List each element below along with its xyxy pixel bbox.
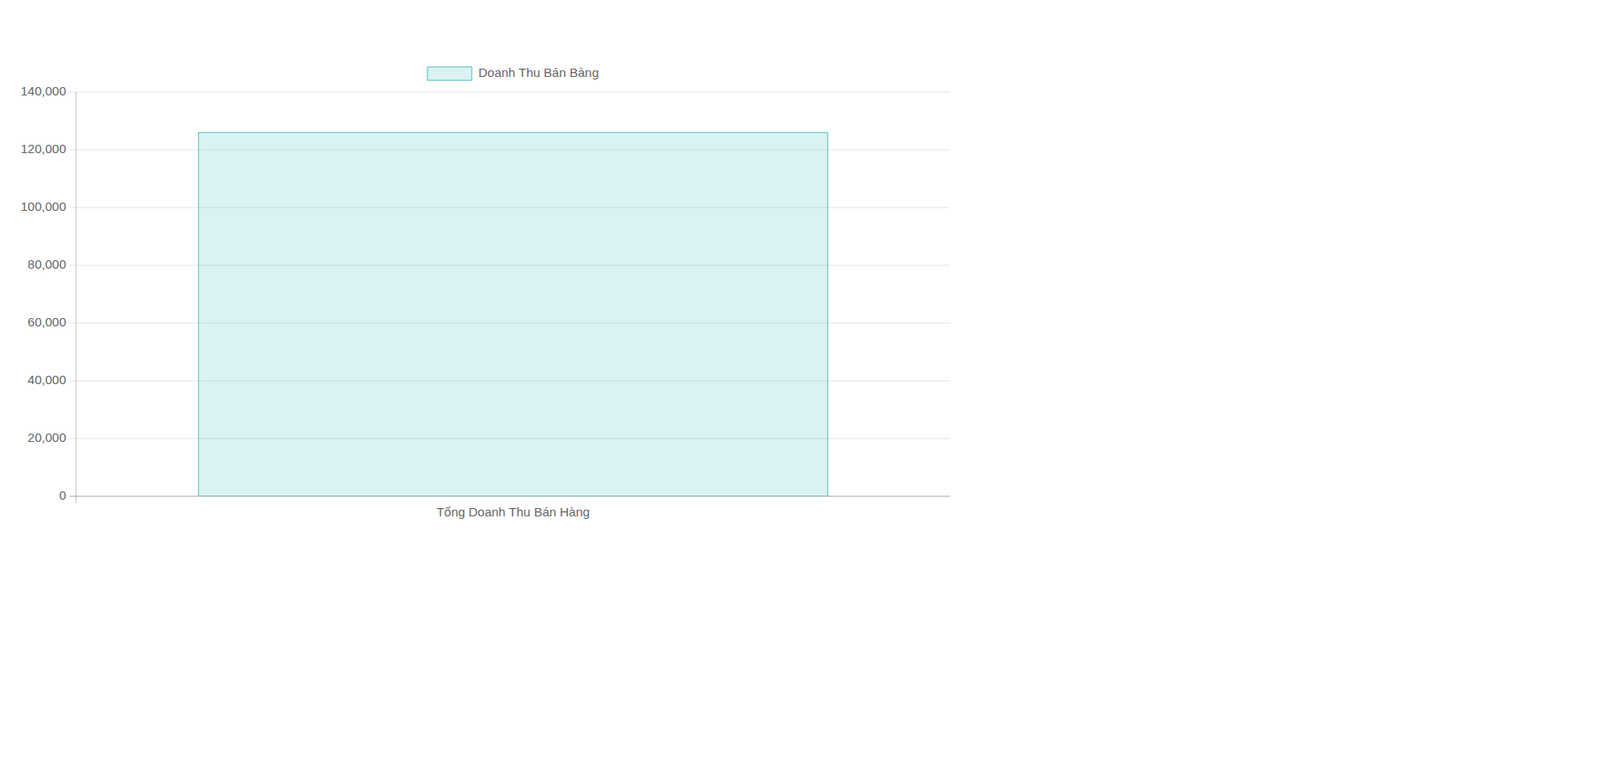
legend-swatch[interactable] [427,66,472,81]
y-tick-label: 20,000 [27,429,67,445]
y-tick-label: 120,000 [20,141,67,156]
x-tick-label: Tổng Doanh Thu Bán Hàng [436,504,590,519]
bars [198,132,828,496]
legend-label[interactable]: Doanh Thu Bán Bàng [478,65,599,80]
chart-container: 0 20,000 40,000 60,000 80,000 100,000 120,000 1… [0,0,1600,780]
grid-line [69,92,951,93]
legend: Doanh Thu Bán Bàng [427,65,599,81]
chart-svg: 0 20,000 40,000 60,000 80,000 100,000 120,000 1… [0,0,1600,780]
y-tick-label: 100,000 [20,199,67,214]
y-tick-label: 60,000 [27,314,67,329]
y-tick-label: 140,000 [20,83,67,98]
y-tick-label: 80,000 [27,256,67,271]
bar[interactable] [198,132,828,496]
grid [69,92,951,496]
y-tick-label: 0 [59,487,67,502]
y-axis [76,92,77,503]
y-tick-label: 40,000 [27,372,67,387]
